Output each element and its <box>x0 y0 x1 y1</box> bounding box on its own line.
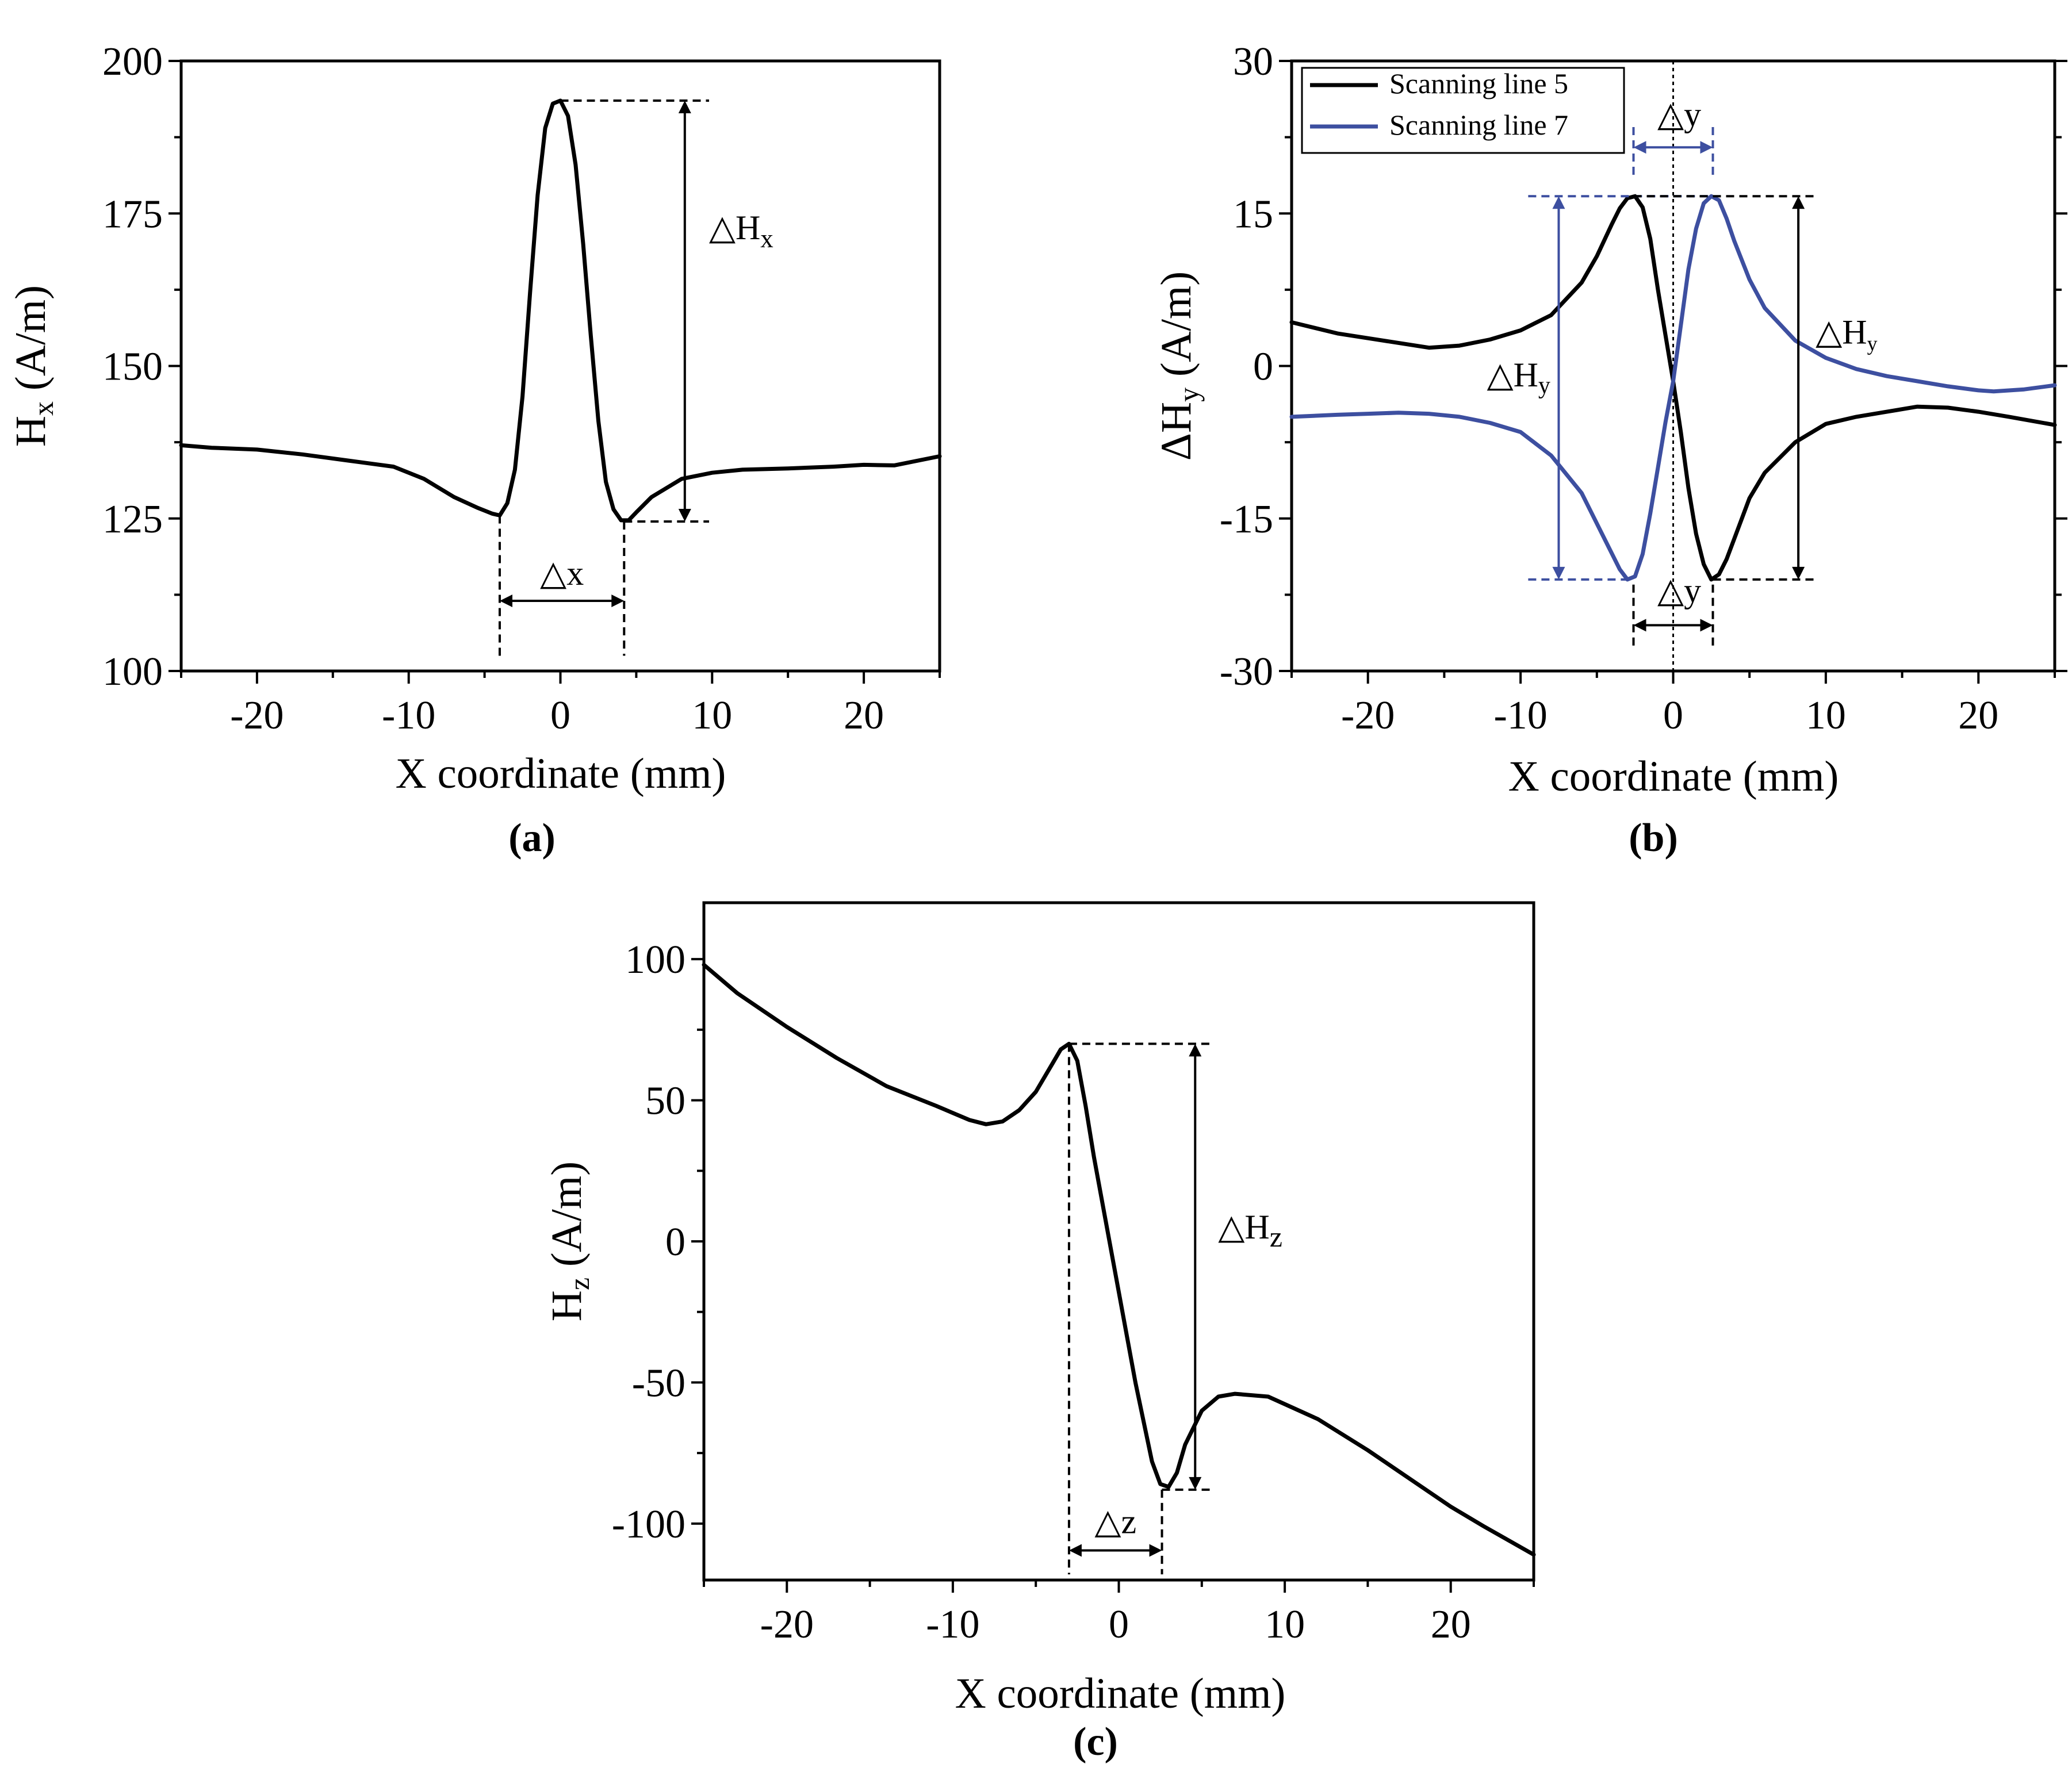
x-tick-label: -10 <box>926 1602 979 1647</box>
y-tick-label: 100 <box>625 938 685 982</box>
delta-hz-label-sub: z <box>1270 1221 1282 1253</box>
y-tick-label: 30 <box>1233 40 1273 84</box>
y-axis-title-sub: x <box>27 401 59 416</box>
delta-hx-arrow-head-bottom <box>678 509 691 522</box>
blue-delta-hy-arrow-head-bottom <box>1552 566 1565 580</box>
delta-hx-label: △Hx <box>709 209 773 253</box>
legend-label-1: Scanning line 5 <box>1389 67 1568 99</box>
panel-a: -20 -10 0 10 20 100 125 150 175 200 X coordinate (… <box>7 40 942 860</box>
delta-hx-label-sub: x <box>760 224 773 253</box>
y-tick-label: 0 <box>665 1220 685 1264</box>
blue-delta-y-arrow-head-left <box>1633 141 1646 154</box>
x-tick-label: 10 <box>1265 1602 1305 1647</box>
delta-hz-label: △Hz <box>1218 1208 1282 1253</box>
y-tick-label: -30 <box>1220 650 1273 694</box>
series-line-1 <box>179 98 942 523</box>
y-axis-title-main: H <box>543 1290 591 1321</box>
y-axis-title-sub: z <box>563 1278 595 1290</box>
x-tick-label: -10 <box>1493 693 1547 738</box>
x-tick-label: 20 <box>1431 1602 1471 1647</box>
x-tick-label: -10 <box>382 693 435 738</box>
panel-label: (a) <box>508 816 556 860</box>
legend-label-2: Scanning line 7 <box>1389 109 1568 141</box>
x-tick-label: -20 <box>230 693 284 738</box>
delta-x-arrow-head-right <box>611 594 625 607</box>
black-delta-y-arrow-head-right <box>1700 619 1713 632</box>
y-tick-label: 100 <box>102 650 163 694</box>
x-axis-title: X coordinate (mm) <box>396 750 726 797</box>
delta-hz-arrow-head-bottom <box>1189 1477 1202 1490</box>
black-delta-hy-arrow-head-top <box>1792 196 1805 209</box>
x-tick-label: 10 <box>692 693 732 738</box>
y-axis-title-main: ΔH <box>1152 402 1200 461</box>
y-tick-label: -15 <box>1220 497 1273 542</box>
delta-x-arrow-head-left <box>499 594 512 607</box>
black-delta-hy-label-sub: y <box>1867 332 1878 355</box>
blue-delta-y-label: △y <box>1657 95 1701 133</box>
blue-delta-hy-label: △Hy <box>1487 356 1550 399</box>
delta-z-arrow-head-left <box>1068 1544 1082 1557</box>
legend: Scanning line 5 Scanning line 7 <box>1301 67 1625 154</box>
delta-hx-arrow-head-top <box>678 100 691 113</box>
y-axis-title-unit: (A/m) <box>1152 271 1200 388</box>
series-line-2 <box>1289 194 2057 582</box>
y-axis-title: Hz (A/m) <box>543 1161 595 1321</box>
y-tick-label: 200 <box>102 40 163 84</box>
y-tick-label: 125 <box>102 497 163 542</box>
x-tick-label: 0 <box>1109 1602 1129 1647</box>
x-axis-title: X coordinate (mm) <box>955 1670 1286 1717</box>
y-tick-label: 50 <box>645 1079 685 1124</box>
delta-z-label: △z <box>1094 1502 1136 1540</box>
x-tick-label: 0 <box>550 693 570 738</box>
x-tick-label: -20 <box>1341 693 1395 738</box>
delta-hz-label-main: △H <box>1218 1208 1269 1246</box>
y-tick-label: 150 <box>102 345 163 389</box>
y-axis-title: Hx (A/m) <box>7 285 59 447</box>
delta-x-label: △x <box>540 554 584 592</box>
y-tick-label: -50 <box>632 1361 685 1405</box>
blue-delta-hy-arrow-head-top <box>1552 196 1565 209</box>
black-delta-hy-label: △Hy <box>1816 313 1877 355</box>
y-axis-title-sub: y <box>1173 388 1205 402</box>
y-tick-label: -100 <box>612 1502 685 1547</box>
black-delta-y-label: △y <box>1657 572 1701 609</box>
y-tick-label: 0 <box>1253 345 1273 389</box>
x-tick-label: 10 <box>1806 693 1846 738</box>
y-axis-title-unit: (A/m) <box>543 1161 591 1278</box>
x-tick-label: 0 <box>1663 693 1683 738</box>
black-delta-hy-arrow-head-bottom <box>1792 566 1805 580</box>
blue-delta-y-arrow-head-right <box>1700 141 1713 154</box>
panel-b: -20 -10 0 10 20 -30 -15 0 15 30 X coordinate (mm) Δ… <box>1152 40 2067 860</box>
delta-hx-label-main: △H <box>709 209 760 247</box>
series-line-1 <box>702 963 1536 1557</box>
x-tick-label: -20 <box>760 1602 814 1647</box>
blue-delta-hy-label-main: △H <box>1487 356 1538 394</box>
x-axis-title: X coordinate (mm) <box>1508 753 1839 800</box>
blue-delta-hy-label-sub: y <box>1538 373 1550 399</box>
y-tick-label: 175 <box>102 192 163 236</box>
black-delta-y-arrow-head-left <box>1633 619 1646 632</box>
panel-label: (b) <box>1629 816 1678 860</box>
panel-label: (c) <box>1073 1720 1118 1764</box>
y-axis-title: ΔHy (A/m) <box>1152 271 1205 461</box>
delta-z-arrow-head-right <box>1149 1544 1162 1557</box>
y-axis-title-main: H <box>7 416 55 447</box>
y-axis-title-unit: (A/m) <box>7 285 55 401</box>
x-tick-label: 20 <box>844 693 884 738</box>
delta-hz-arrow-head-top <box>1189 1044 1202 1057</box>
series-line-1 <box>1289 194 2057 582</box>
black-delta-hy-label-main: △H <box>1816 313 1867 351</box>
y-tick-label: 15 <box>1233 192 1273 236</box>
legend-box <box>1301 67 1625 154</box>
x-tick-label: 20 <box>1958 693 1998 738</box>
